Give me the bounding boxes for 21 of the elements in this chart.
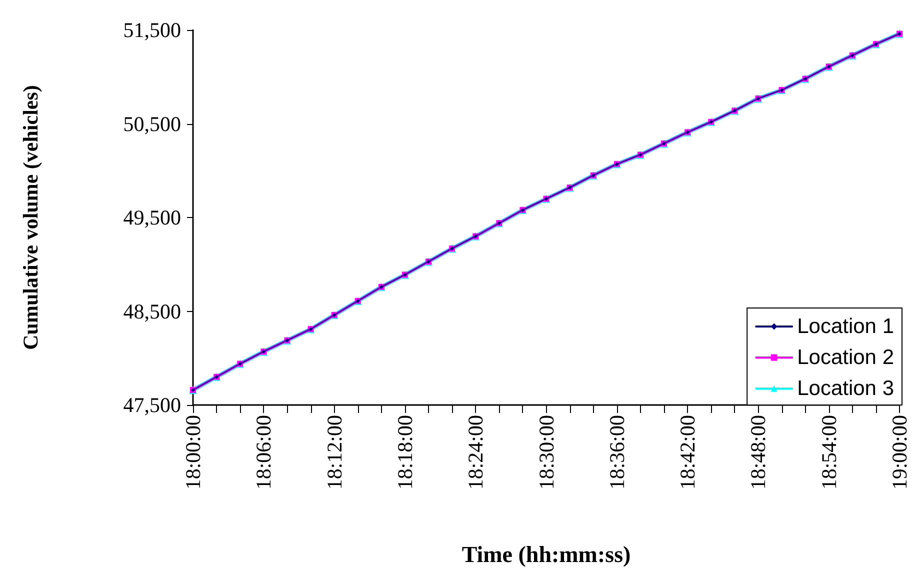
x-tick-label: 18:30:00 — [534, 415, 558, 490]
y-tick-label: 50,500 — [123, 112, 181, 136]
legend-label: Location 2 — [797, 346, 894, 369]
x-tick-label: 18:24:00 — [464, 415, 488, 490]
x-tick-label: 18:54:00 — [816, 415, 841, 490]
x-tick-label: 18:36:00 — [604, 415, 629, 490]
x-tick-label: 18:06:00 — [252, 415, 276, 490]
x-tick-label: 18:42:00 — [676, 415, 700, 490]
x-axis-title: Time (hh:mm:ss) — [462, 542, 631, 567]
x-tick-label: 18:00:00 — [181, 415, 205, 490]
x-tick-label: 18:48:00 — [746, 415, 770, 490]
x-tick-label: 18:18:00 — [392, 415, 417, 490]
y-tick-label: 49,500 — [123, 206, 181, 230]
x-tick-label: 19:00:00 — [888, 415, 912, 490]
y-tick-label: 51,500 — [123, 18, 181, 42]
x-tick-label: 18:12:00 — [322, 415, 346, 490]
y-axis-title: Cumulative volume (vehicles) — [18, 85, 42, 350]
legend-label: Location 3 — [797, 377, 894, 400]
legend-label: Location 1 — [797, 315, 894, 338]
y-tick-label: 48,500 — [123, 299, 181, 324]
y-tick-label: 47,500 — [123, 393, 181, 417]
